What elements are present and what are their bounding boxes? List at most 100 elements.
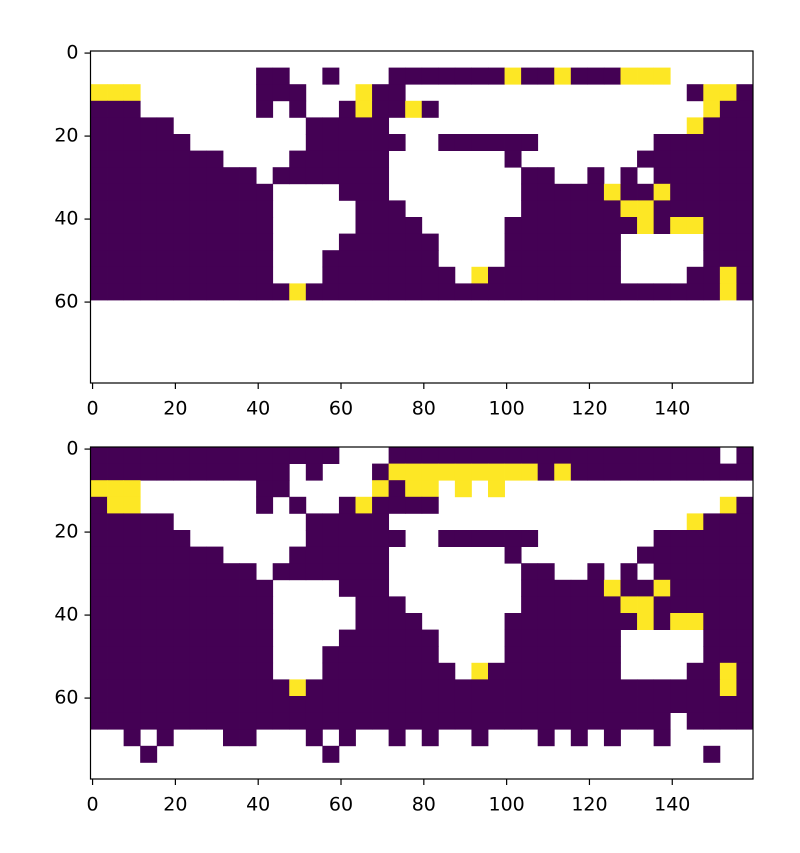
cell — [537, 696, 555, 713]
cell — [272, 480, 290, 498]
cell — [537, 447, 555, 464]
cell — [537, 662, 555, 680]
cell — [355, 200, 373, 218]
cell — [587, 613, 605, 630]
cell — [686, 283, 704, 301]
cell — [223, 729, 240, 747]
cell — [107, 463, 125, 481]
cell — [421, 712, 439, 730]
cell — [686, 513, 704, 531]
cell — [140, 167, 158, 185]
cell — [305, 696, 323, 713]
cell — [587, 662, 605, 680]
cell — [156, 134, 174, 151]
cell — [603, 662, 621, 680]
cell — [140, 696, 158, 713]
cell — [686, 596, 704, 614]
cell — [156, 662, 174, 680]
cell — [686, 530, 704, 547]
cell — [719, 233, 737, 251]
cell — [637, 217, 655, 234]
cell — [388, 283, 406, 301]
cell — [189, 679, 207, 697]
cell — [355, 150, 373, 168]
cell — [123, 530, 141, 547]
cell — [405, 662, 423, 680]
cell — [504, 250, 522, 268]
cell — [686, 167, 704, 185]
cell — [653, 579, 671, 597]
cell — [570, 696, 588, 713]
cell — [140, 266, 158, 284]
cell — [719, 117, 737, 135]
cell — [736, 250, 754, 268]
cell — [189, 447, 207, 464]
cell — [405, 679, 423, 697]
cell — [388, 266, 406, 284]
cell — [355, 662, 373, 680]
cell — [223, 579, 240, 597]
cell — [223, 696, 240, 713]
x-tick-label: 80 — [412, 794, 436, 816]
cell — [653, 563, 671, 581]
cell — [256, 200, 274, 218]
cell — [438, 530, 456, 547]
cell — [239, 646, 257, 664]
cell — [603, 679, 621, 697]
cell — [123, 546, 141, 564]
cell — [123, 150, 141, 168]
cell — [521, 283, 539, 301]
cell — [90, 696, 108, 713]
cell — [703, 283, 721, 301]
cell — [223, 463, 240, 481]
cell — [305, 150, 323, 168]
cell — [140, 596, 158, 614]
cell — [189, 613, 207, 630]
cell — [189, 200, 207, 218]
y-tick-label: 0 — [66, 438, 78, 460]
cell — [223, 679, 240, 697]
cell — [736, 696, 754, 713]
cell — [405, 613, 423, 630]
cell — [670, 283, 688, 301]
cell — [372, 596, 390, 614]
cell — [140, 233, 158, 251]
cell — [570, 266, 588, 284]
cell — [90, 646, 108, 664]
cell — [686, 200, 704, 218]
cell — [272, 447, 290, 464]
cell — [454, 679, 472, 697]
cell — [521, 662, 539, 680]
cell — [521, 696, 539, 713]
cell — [488, 662, 505, 680]
cell — [554, 596, 572, 614]
cell — [587, 679, 605, 697]
cell — [272, 463, 290, 481]
cell — [587, 200, 605, 218]
cell — [189, 167, 207, 185]
cell — [405, 250, 423, 268]
cell — [736, 266, 754, 284]
cell — [173, 646, 191, 664]
cell — [322, 679, 340, 697]
cell — [603, 447, 621, 464]
cell — [653, 596, 671, 614]
cell — [504, 546, 522, 564]
cell — [488, 463, 505, 481]
cell — [338, 563, 356, 581]
cell — [719, 266, 737, 284]
cell — [703, 629, 721, 647]
cell — [156, 183, 174, 201]
cell — [454, 463, 472, 481]
cell — [438, 696, 456, 713]
cell — [703, 546, 721, 564]
cell — [537, 563, 555, 581]
cell — [736, 167, 754, 185]
cell — [223, 662, 240, 680]
x-tick-label: 100 — [489, 794, 525, 816]
cell — [603, 250, 621, 268]
cell — [173, 463, 191, 481]
cell — [140, 579, 158, 597]
cell — [537, 233, 555, 251]
cell — [272, 563, 290, 581]
